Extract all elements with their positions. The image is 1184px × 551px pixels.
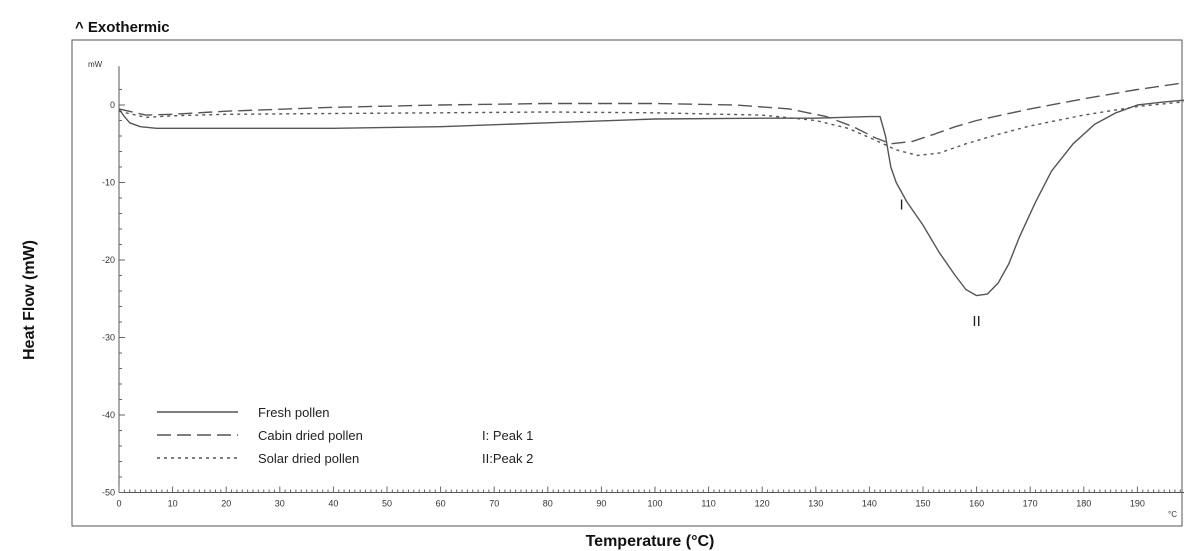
x-tick-label: 190 [1130,499,1145,509]
x-tick-label: 140 [862,499,877,509]
y-axis-label: Heat Flow (mW) [21,240,38,360]
x-tick-label: 0 [116,499,121,509]
x-tick-label: 70 [489,499,499,509]
x-tick-label: 30 [275,499,285,509]
y-tick-label: 0 [110,100,115,110]
x-tick-label: 110 [701,499,715,509]
x-tick-label: 40 [328,499,338,509]
peak-label-1: I [899,197,903,214]
series-line-dashed [118,82,1184,145]
y-unit-label: mW [88,60,103,69]
series-line-solid [118,99,1184,297]
x-tick-label: 50 [382,499,392,509]
y-tick-label: -10 [102,178,115,188]
x-tick-label: 100 [647,499,662,509]
x-tick-label: 180 [1076,499,1091,509]
x-tick-label: 60 [436,499,446,509]
legend-label: Cabin dried pollen [258,428,363,443]
exothermic-header: ^ Exothermic [75,19,170,36]
x-tick-label: 20 [221,499,231,509]
x-axis-label: Temperature (°C) [586,533,715,550]
y-tick-label: -20 [102,255,115,265]
x-tick-label: 170 [1023,499,1038,509]
series-line-dotted [118,101,1184,157]
axes-group: 0-10-20-30-40-500 10 20 30 40 50 60 70 80 90 100 11… [102,66,1184,509]
y-tick-label: -50 [102,488,115,498]
x-tick-label: 150 [915,499,930,509]
series-group [118,82,1184,297]
x-tick-label: 130 [808,499,823,509]
plot-frame [71,39,1183,527]
x-tick-label: 160 [969,499,984,509]
x-unit-label: °C [1168,510,1177,519]
note-peak-2: II:Peak 2 [482,451,533,466]
y-tick-label: -40 [102,410,115,420]
x-tick-label: 10 [168,499,178,509]
legend-label: Solar dried pollen [258,451,359,466]
note-peak-1: I: Peak 1 [482,428,533,443]
x-tick-label: 80 [543,499,553,509]
y-tick-label: -30 [102,333,115,343]
peak-label-2: II [972,313,980,330]
x-tick-label: 120 [755,499,770,509]
annotation-group: III [899,197,980,330]
legend-label: Fresh pollen [258,405,330,420]
x-tick-label: 90 [596,499,606,509]
legend: Fresh pollen Cabin dried pollen Solar drie… [157,405,363,466]
